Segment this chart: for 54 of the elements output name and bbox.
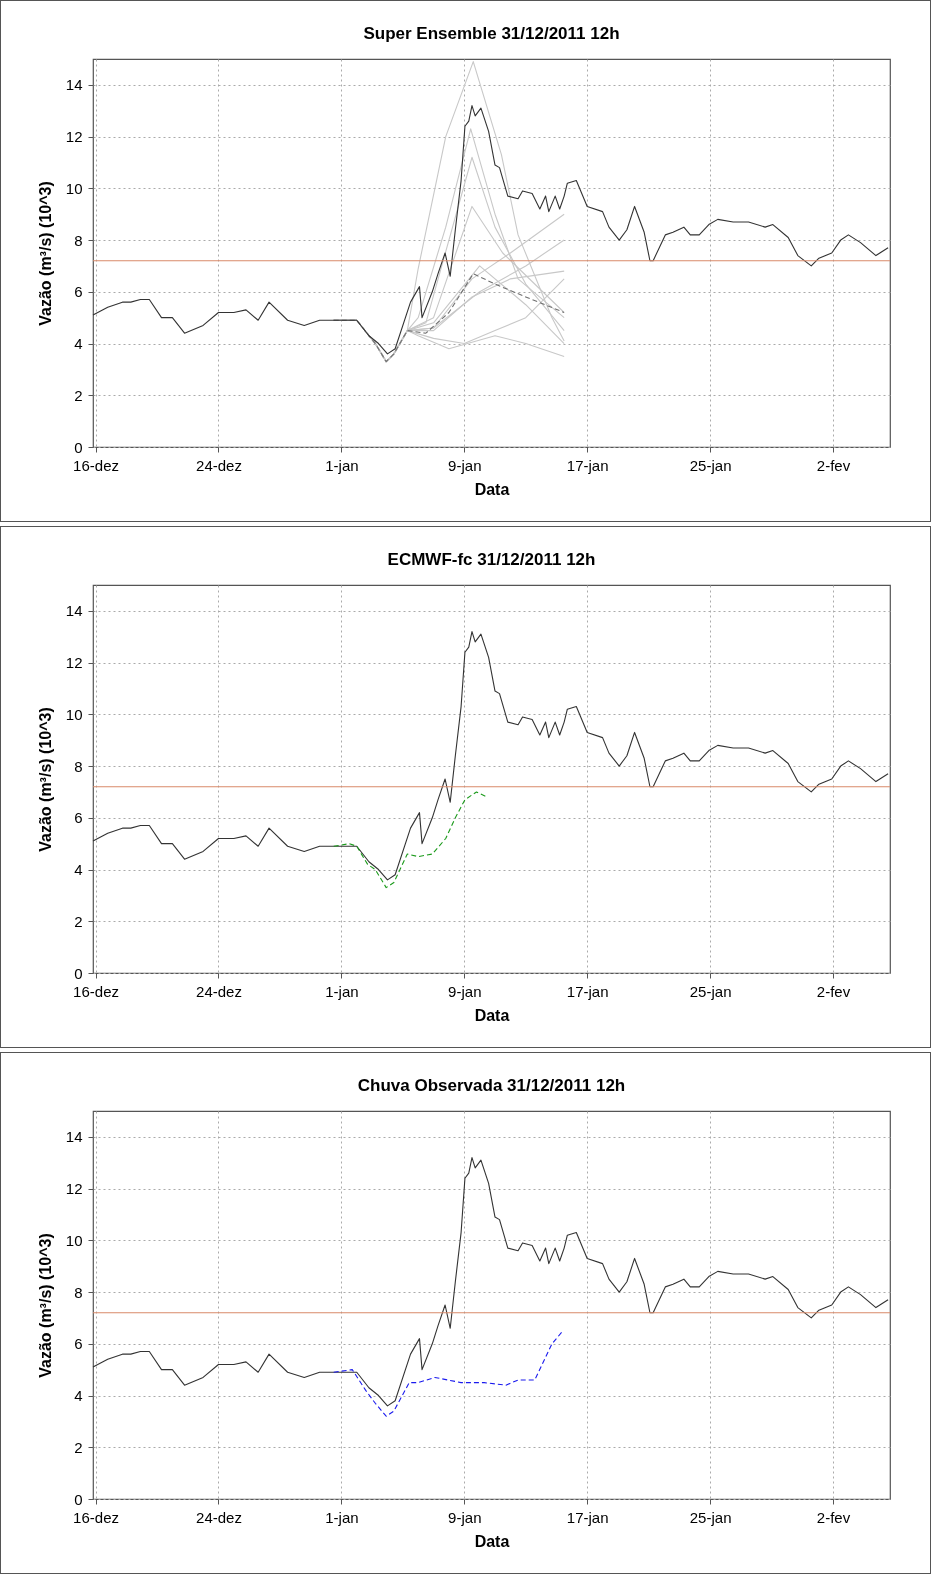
x-tick-label: 25-jan — [689, 982, 732, 1000]
x-tick-label: 25-jan — [689, 456, 732, 474]
y-tick-label: 0 — [74, 438, 83, 456]
x-axis-title: Data — [474, 1006, 510, 1024]
chart-title: Super Ensemble 31/12/2011 12h — [363, 24, 620, 43]
y-tick-label: 14 — [65, 602, 83, 620]
x-tick-label: 17-jan — [566, 456, 609, 474]
x-tick-label: 25-jan — [689, 1508, 732, 1526]
x-tick-label: 24-dez — [196, 982, 242, 1000]
x-axis-title: Data — [474, 480, 510, 498]
y-tick-label: 6 — [74, 809, 83, 827]
y-tick-label: 10 — [65, 1231, 83, 1249]
x-tick-label: 17-jan — [566, 982, 609, 1000]
y-tick-label: 4 — [74, 861, 83, 879]
y-tick-label: 8 — [74, 231, 83, 249]
y-axis-title: Vazão (m³/s) (10^3) — [36, 707, 54, 852]
y-tick-label: 2 — [74, 912, 83, 930]
y-tick-label: 8 — [74, 1283, 83, 1301]
y-tick-label: 2 — [74, 1438, 83, 1456]
y-tick-label: 4 — [74, 335, 83, 353]
y-tick-label: 14 — [65, 76, 83, 94]
y-tick-label: 10 — [65, 705, 83, 723]
x-tick-label: 24-dez — [196, 1508, 242, 1526]
chart-title: ECMWF-fc 31/12/2011 12h — [387, 550, 596, 569]
y-tick-label: 14 — [65, 1128, 83, 1146]
y-tick-label: 10 — [65, 179, 83, 197]
chart-title: Chuva Observada 31/12/2011 12h — [357, 1076, 626, 1095]
y-axis-title: Vazão (m³/s) (10^3) — [36, 181, 54, 326]
y-tick-label: 12 — [65, 128, 83, 146]
y-tick-label: 6 — [74, 1335, 83, 1353]
x-tick-label: 9-jan — [448, 1508, 482, 1526]
y-axis-title: Vazão (m³/s) (10^3) — [36, 1233, 54, 1378]
y-tick-label: 0 — [74, 1490, 83, 1508]
x-tick-label: 9-jan — [448, 982, 482, 1000]
x-tick-label: 2-fev — [816, 982, 851, 1000]
x-tick-label: 24-dez — [196, 456, 242, 474]
x-tick-label: 2-fev — [816, 456, 851, 474]
x-tick-label: 9-jan — [448, 456, 482, 474]
x-tick-label: 17-jan — [566, 1508, 609, 1526]
y-tick-label: 12 — [65, 654, 83, 672]
x-tick-label: 16-dez — [73, 456, 119, 474]
y-tick-label: 6 — [74, 283, 83, 301]
x-tick-label: 16-dez — [73, 1508, 119, 1526]
y-tick-label: 2 — [74, 386, 83, 404]
x-tick-label: 1-jan — [325, 1508, 359, 1526]
x-axis-title: Data — [474, 1532, 510, 1550]
y-tick-label: 0 — [74, 964, 83, 982]
y-tick-label: 8 — [74, 757, 83, 775]
x-tick-label: 16-dez — [73, 982, 119, 1000]
y-tick-label: 4 — [74, 1387, 83, 1405]
x-tick-label: 1-jan — [325, 982, 359, 1000]
x-tick-label: 2-fev — [816, 1508, 851, 1526]
y-tick-label: 12 — [65, 1180, 83, 1198]
x-tick-label: 1-jan — [325, 456, 359, 474]
